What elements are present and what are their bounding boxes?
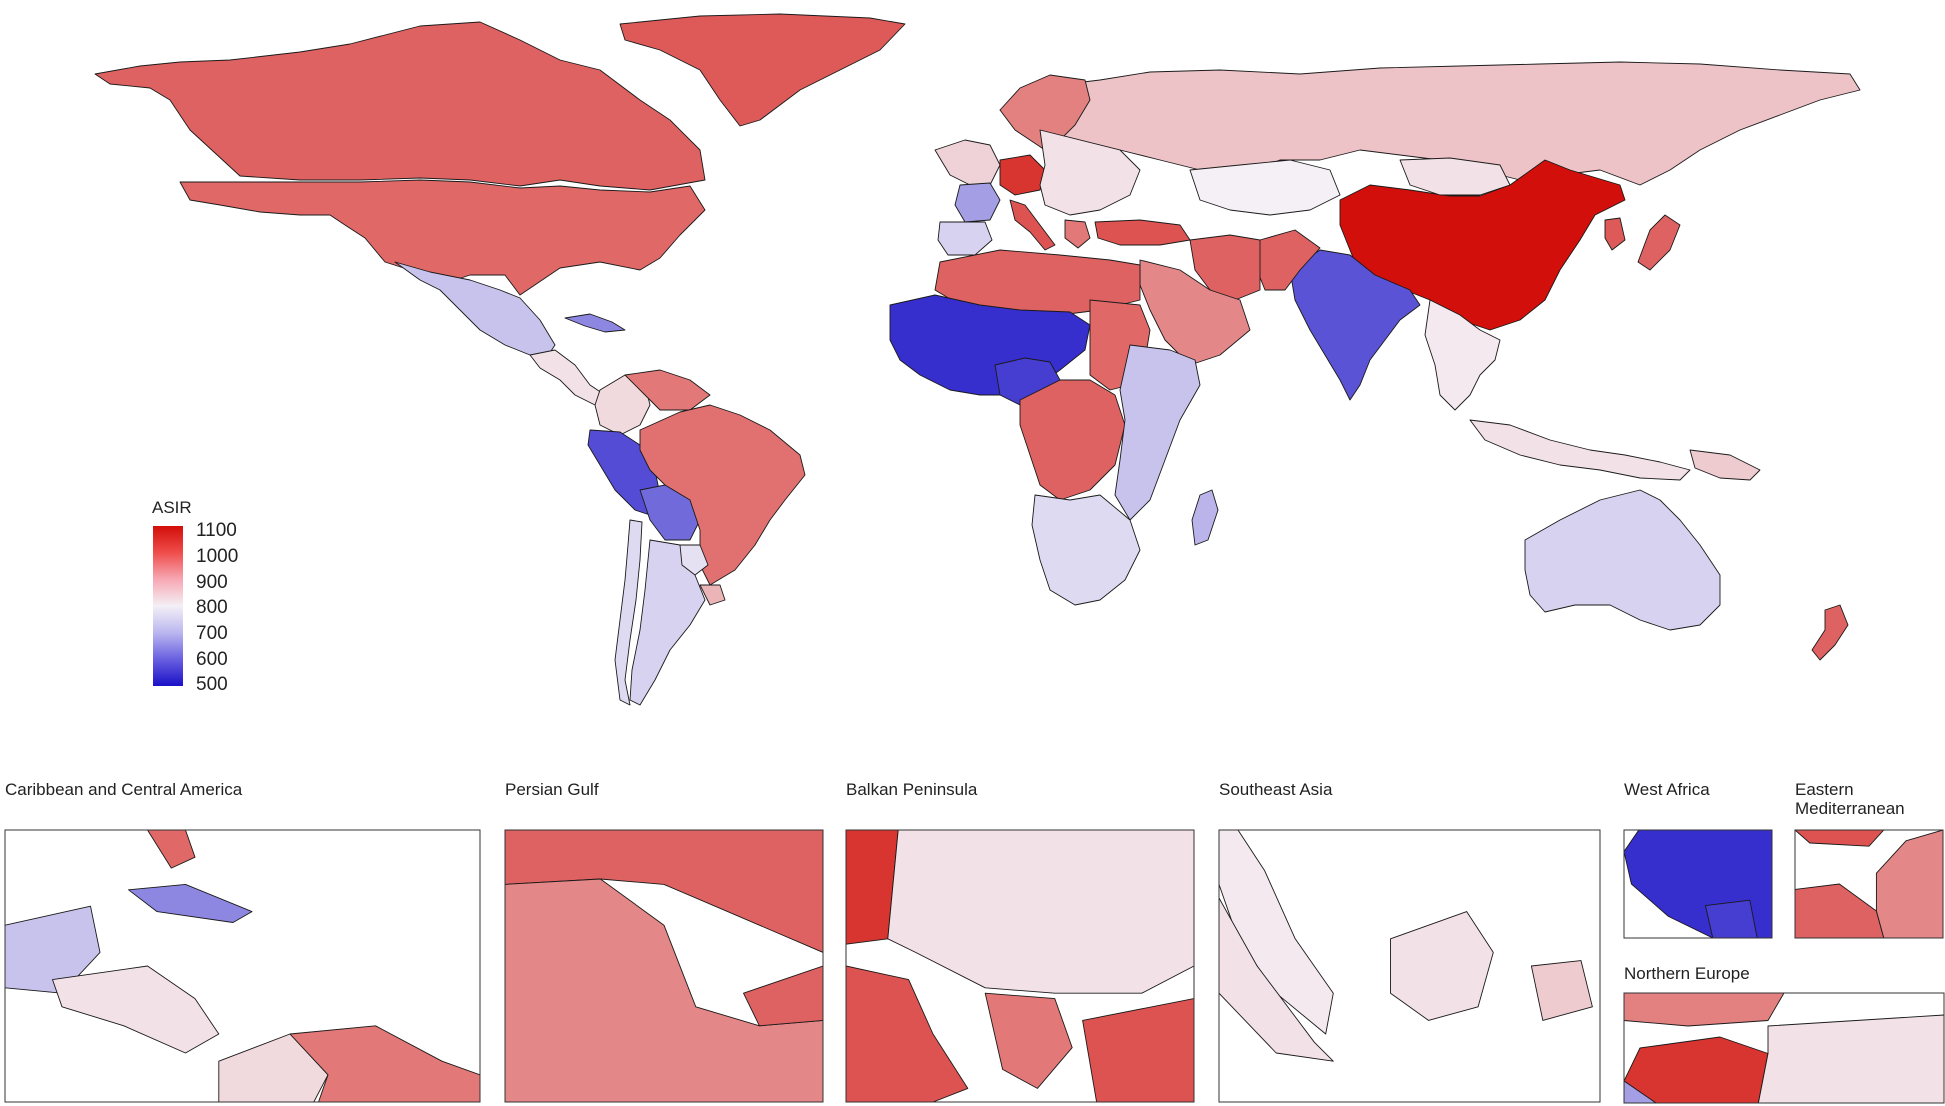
inset-region-scandinavia [1624, 993, 1785, 1027]
inset-title-balkan: Balkan Peninsula [846, 780, 978, 799]
inset-region-united-states [147, 830, 196, 869]
inset-region-saudi-arabia [1875, 830, 1943, 938]
region-saudi-arabia [1139, 259, 1251, 366]
inset-title-caribbean: Caribbean and Central America [5, 780, 243, 799]
inset-frame [4, 829, 481, 1103]
inset-frame [504, 829, 824, 1103]
inset-region-southeast-asia [1219, 830, 1334, 1035]
inset-region-pakistan [743, 965, 823, 1027]
region-eastern-europe [1039, 129, 1141, 216]
inset-region-eastern-europe [1757, 1014, 1944, 1103]
inset-west-africa [1623, 829, 1773, 939]
inset-northern-europe [1623, 992, 1945, 1104]
inset-region-germany [846, 830, 899, 945]
legend-colorbar [153, 526, 183, 686]
inset-region-north-africa [1795, 883, 1885, 938]
inset-balkan [845, 829, 1195, 1103]
region-iran [1189, 234, 1261, 301]
region-southeast-asia [1424, 299, 1501, 411]
region-united-states [179, 179, 706, 296]
inset-region-central-america [52, 965, 220, 1054]
inset-caribbean [4, 829, 481, 1103]
legend-tick: 800 [196, 597, 228, 618]
region-canada [94, 21, 706, 191]
region-east-africa [1114, 344, 1201, 521]
region-france [954, 182, 1001, 223]
region-southern-africa [1031, 494, 1141, 606]
legend-tick: 700 [196, 623, 228, 644]
region-germany [999, 154, 1046, 196]
region-italy [1009, 199, 1056, 251]
inset-region-saudi-arabia [505, 878, 823, 1102]
inset-region-france [1624, 1080, 1657, 1103]
legend-tick: 600 [196, 649, 228, 670]
inset-eastern-med [1794, 829, 1944, 939]
region-spain [937, 221, 993, 256]
inset-region-greece [984, 992, 1073, 1089]
legend-title: ASIR [152, 498, 192, 517]
legend-tick: 1100 [196, 520, 237, 541]
region-venezuela [624, 369, 711, 411]
region-cuba [564, 313, 626, 333]
region-western-europe [934, 139, 1001, 186]
region-greece [1064, 219, 1091, 249]
region-paraguay [679, 544, 709, 576]
legend-tick: 900 [196, 572, 228, 593]
inset-southeast-asia [1218, 829, 1601, 1103]
inset-frame [1623, 992, 1945, 1104]
inset-region-west-africa [1624, 830, 1772, 938]
region-madagascar [1191, 489, 1219, 546]
world-map [94, 13, 1861, 706]
inset-title-southeast-asia: Southeast Asia [1219, 780, 1333, 799]
inset-region-eastern-europe [887, 830, 1194, 994]
inset-title-west-africa: West Africa [1624, 780, 1710, 799]
region-new-zealand [1811, 604, 1849, 661]
legend-tick: 500 [196, 674, 228, 695]
inset-region-italy [846, 965, 969, 1102]
region-korea [1604, 217, 1626, 251]
region-central-america [529, 349, 606, 406]
inset-persian-gulf [504, 829, 824, 1103]
inset-frame [1623, 829, 1773, 939]
inset-region-iran [505, 830, 823, 953]
legend-tick: 1000 [196, 546, 239, 567]
region-uruguay [699, 584, 726, 606]
inset-title-persian-gulf: Persian Gulf [505, 780, 599, 799]
inset-region-indonesia [1219, 897, 1334, 1062]
inset-region-cuba [128, 883, 253, 923]
inset-frame [845, 829, 1195, 1103]
inset-frame [1794, 829, 1944, 939]
inset-region-turkey [1082, 998, 1194, 1102]
region-japan [1637, 214, 1681, 271]
region-turkey [1094, 219, 1191, 246]
region-papua-new-guinea [1689, 449, 1761, 481]
inset-region-mexico [5, 905, 101, 994]
region-argentina [629, 539, 706, 706]
inset-region-indonesia [1390, 911, 1494, 1021]
inset-region-colombia [218, 1033, 329, 1102]
region-central-africa [1019, 379, 1126, 501]
inset-region-venezuela [289, 1025, 480, 1102]
region-scandinavia [999, 74, 1091, 151]
inset-frame [1218, 829, 1601, 1103]
inset-region-nigeria [1704, 899, 1758, 938]
region-kazakhstan [1189, 159, 1341, 216]
inset-title-eastern-med: Eastern Mediterranean [1795, 780, 1905, 818]
region-brazil [639, 404, 806, 586]
region-mongolia [1399, 157, 1511, 196]
inset-region-turkey [1795, 830, 1885, 847]
region-australia [1524, 489, 1721, 631]
inset-region-papua-new-guinea [1530, 960, 1593, 1021]
region-greenland [619, 13, 906, 127]
region-india [1289, 249, 1421, 401]
region-indonesia [1469, 419, 1691, 481]
inset-region-germany [1624, 1036, 1769, 1103]
region-chile [614, 519, 643, 706]
inset-title-northern-europe: Northern Europe [1624, 964, 1750, 983]
